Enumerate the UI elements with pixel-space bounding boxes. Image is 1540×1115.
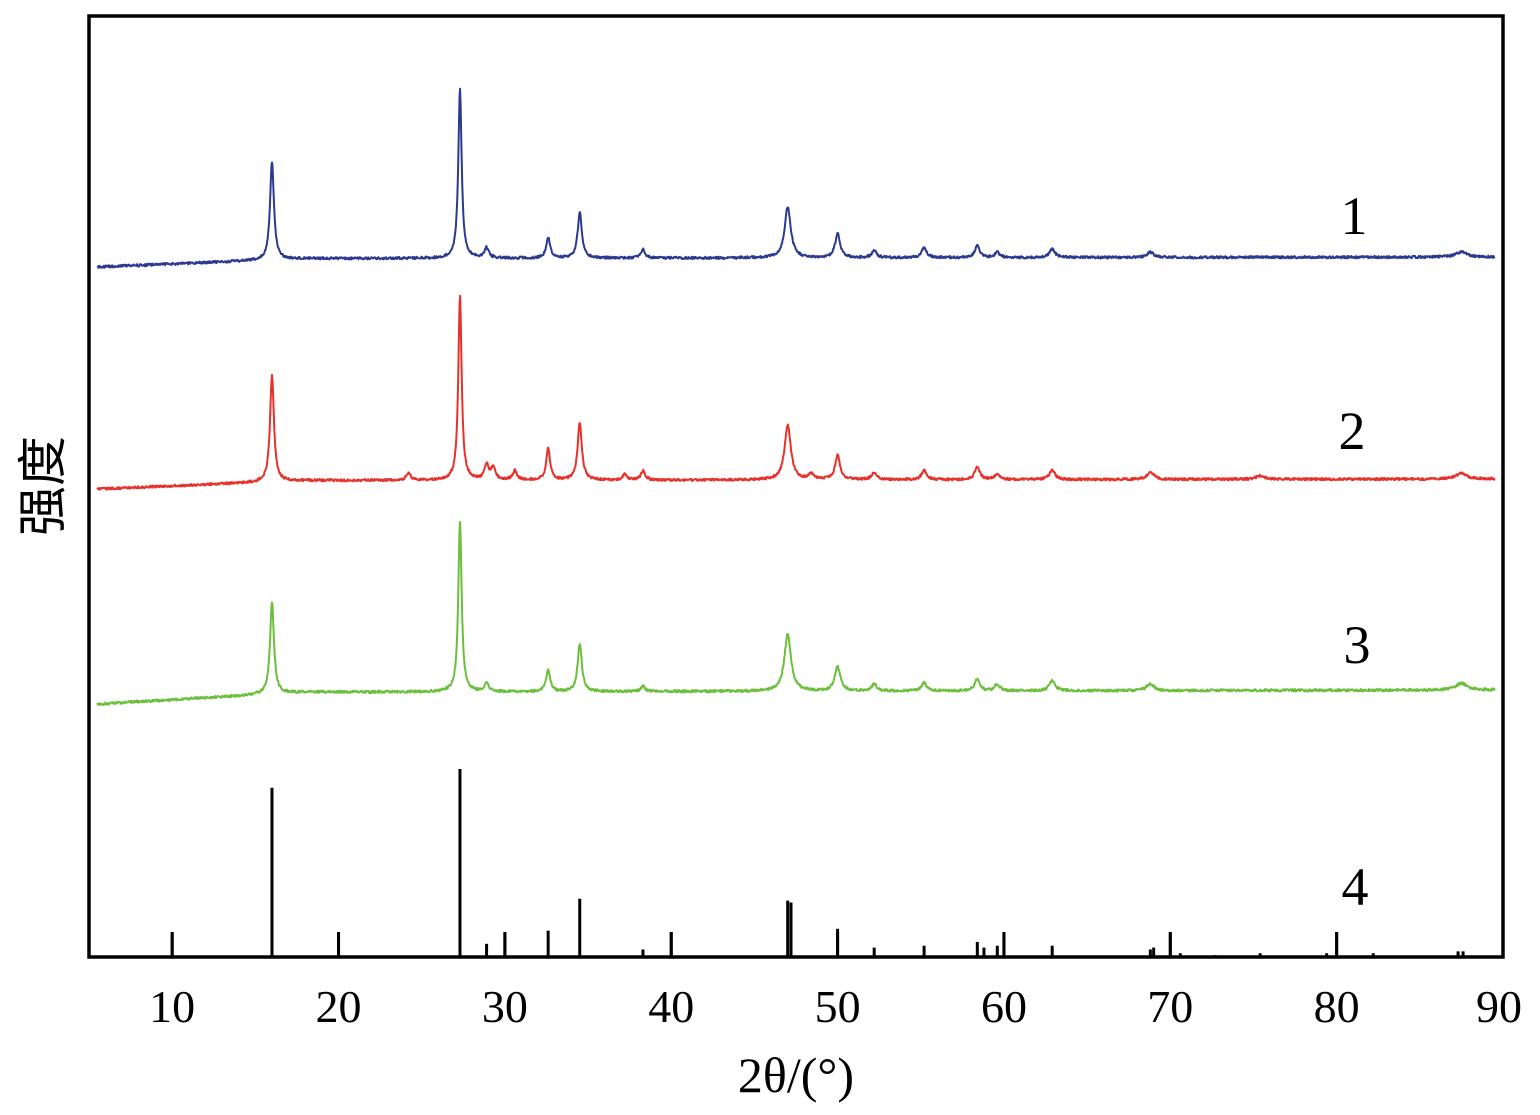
x-tick-label: 90 xyxy=(1476,981,1522,1032)
series-2-line xyxy=(96,294,1496,491)
y-axis-label: 强度 xyxy=(15,436,71,536)
x-axis-ticks xyxy=(170,932,1339,957)
series-1-line xyxy=(96,87,1496,269)
series-3-line xyxy=(96,521,1496,706)
plot-frame xyxy=(87,14,1505,959)
x-tick-label: 80 xyxy=(1314,981,1360,1032)
x-tick-label: 70 xyxy=(1147,981,1193,1032)
x-tick-label: 40 xyxy=(648,981,694,1032)
series-label-3: 3 xyxy=(1344,615,1371,675)
series-4-sticks xyxy=(170,769,1465,957)
x-tick-label: 50 xyxy=(815,981,861,1032)
series-label-4: 4 xyxy=(1342,857,1369,917)
x-tick-label: 30 xyxy=(482,981,528,1032)
x-tick-label: 60 xyxy=(981,981,1027,1032)
series-label-2: 2 xyxy=(1339,401,1366,461)
x-axis-tick-labels: 10 20 30 40 50 60 70 80 90 xyxy=(149,981,1522,1032)
x-axis-label: 2θ/(°) xyxy=(738,1047,854,1103)
series-label-1: 1 xyxy=(1341,186,1368,246)
series-labels: 1 2 3 4 xyxy=(1339,186,1371,917)
plot-series-group xyxy=(96,87,1496,957)
x-tick-label: 20 xyxy=(316,981,362,1032)
x-tick-label: 10 xyxy=(149,981,195,1032)
